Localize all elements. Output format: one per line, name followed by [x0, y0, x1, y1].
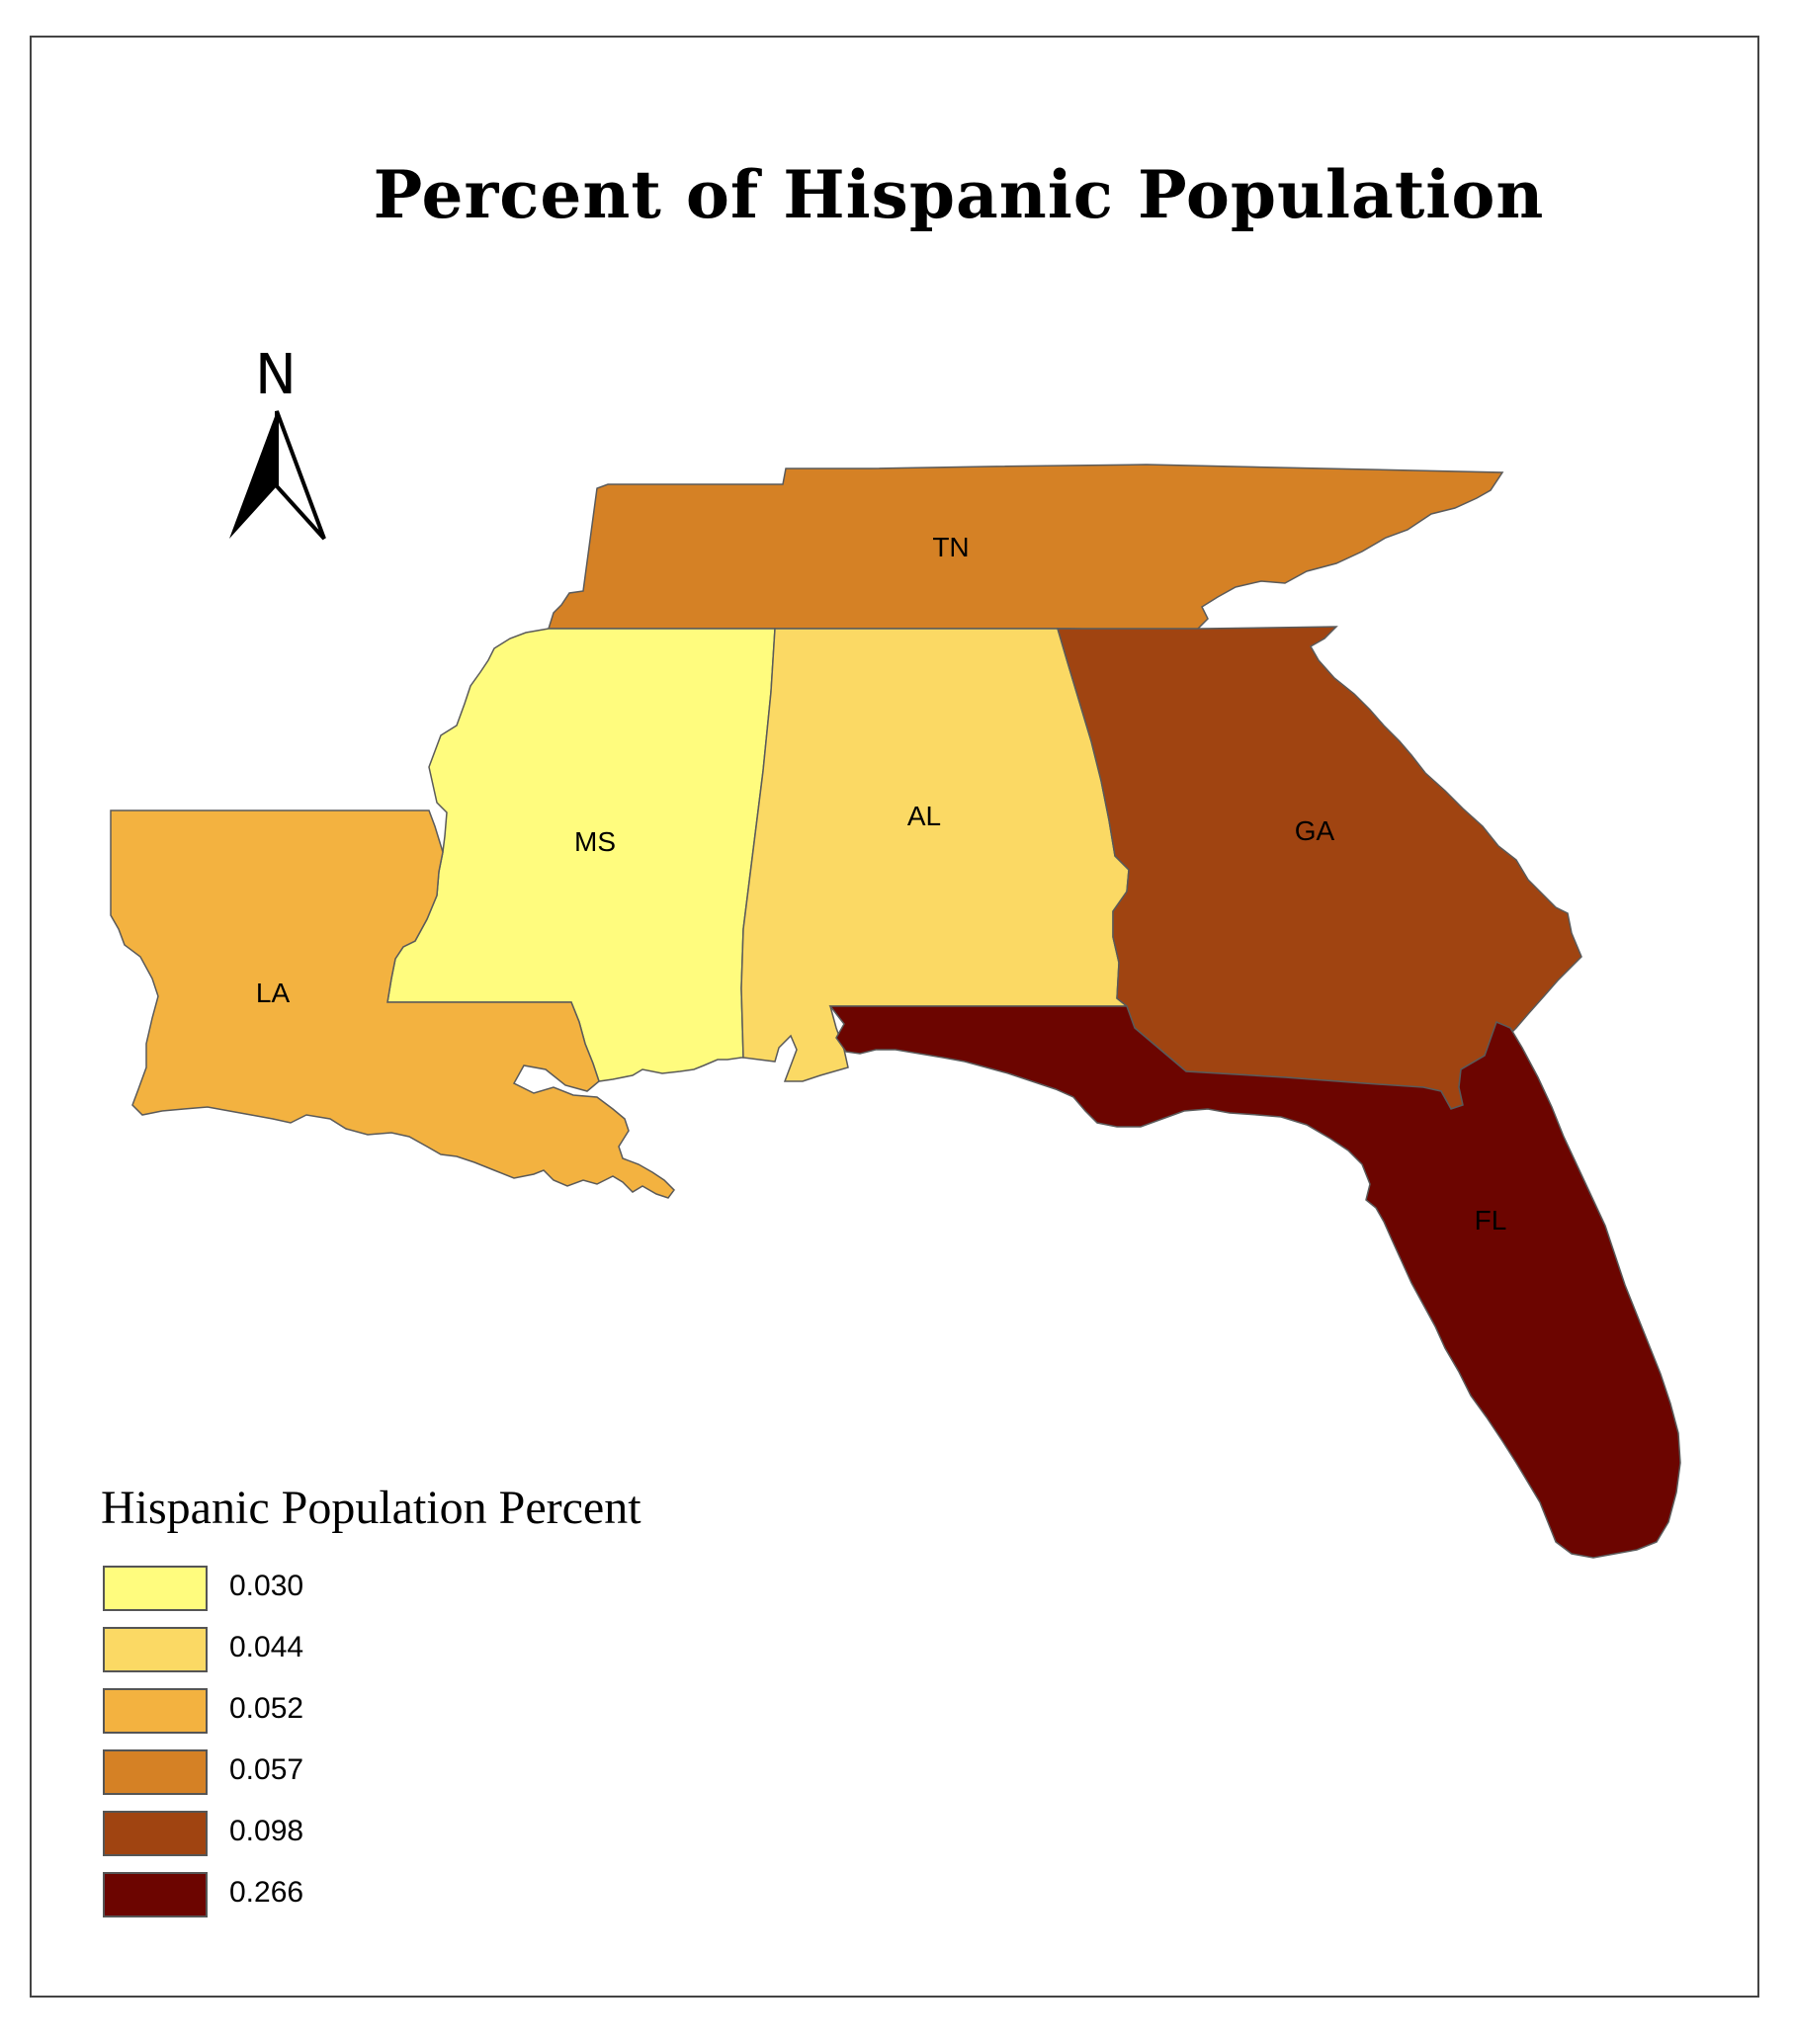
- legend-label: 0.266: [229, 1876, 304, 1909]
- state-la[interactable]: [110, 809, 675, 1199]
- map-title: Percent of Hispanic Population: [373, 156, 1545, 233]
- legend-title: Hispanic Population Percent: [101, 1482, 641, 1534]
- legend-label: 0.030: [229, 1570, 304, 1602]
- state-fl[interactable]: [828, 1005, 1681, 1559]
- north-arrow-left-half: [229, 411, 277, 539]
- legend-item: 0.052: [103, 1688, 399, 1736]
- legend-label: 0.052: [229, 1692, 304, 1725]
- state-label-fl: FL: [1475, 1205, 1507, 1235]
- legend-swatch: [103, 1811, 208, 1856]
- state-tn[interactable]: [547, 464, 1504, 632]
- legend-label: 0.044: [229, 1631, 304, 1663]
- legend-item: 0.044: [103, 1627, 399, 1674]
- legend-swatch: [103, 1749, 208, 1795]
- legend-item: 0.266: [103, 1872, 399, 1919]
- legend-item: 0.057: [103, 1749, 399, 1797]
- north-arrow-icon: N: [229, 343, 326, 541]
- state-label-tn: TN: [932, 532, 969, 562]
- north-arrow-right-half: [275, 410, 326, 541]
- north-arrow-label: N: [255, 343, 297, 407]
- state-label-ms: MS: [574, 826, 616, 857]
- legend-item: 0.030: [103, 1566, 399, 1613]
- legend-swatch: [103, 1872, 208, 1917]
- legend-item: 0.098: [103, 1811, 399, 1858]
- state-label-ga: GA: [1295, 815, 1335, 846]
- legend-swatch: [103, 1688, 208, 1734]
- legend-label: 0.057: [229, 1753, 304, 1786]
- state-label-al: AL: [907, 801, 941, 831]
- legend-label: 0.098: [229, 1815, 304, 1847]
- state-ga[interactable]: [1056, 626, 1582, 1110]
- legend-swatch: [103, 1566, 208, 1611]
- state-label-la: LA: [256, 978, 291, 1008]
- legend-swatch: [103, 1627, 208, 1672]
